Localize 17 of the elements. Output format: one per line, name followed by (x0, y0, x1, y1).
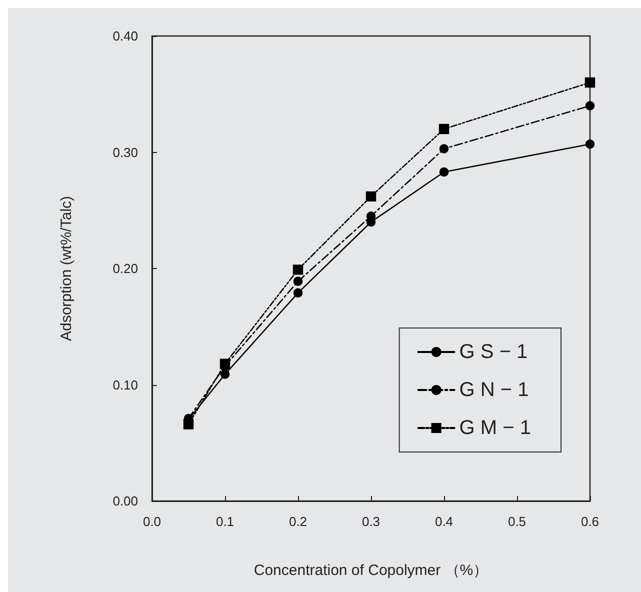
y-tick-label: 0.30 (112, 144, 138, 160)
x-tick-label: 0.0 (142, 514, 162, 529)
x-axis-title: Concentration of Copolymer （%） (254, 562, 488, 579)
y-tick-label: 0.40 (112, 28, 138, 44)
legend-label: G M − 1 (459, 417, 532, 439)
legend-label: G N − 1 (459, 379, 529, 401)
y-tick-label: 0.10 (112, 377, 138, 392)
x-tick-label: 0.3 (362, 514, 380, 529)
legend-label: G S − 1 (459, 341, 528, 363)
x-tick-label: 0.2 (288, 514, 308, 529)
y-tick-label: 0.20 (112, 261, 138, 276)
x-tick-label: 0.1 (216, 514, 234, 529)
x-tick-label: 0.4 (434, 514, 454, 529)
y-tick-label: 0.00 (112, 494, 138, 508)
x-tick-label: 0.6 (580, 514, 600, 529)
y-axis-title: Adsorption (wt%/Talc) (58, 196, 75, 342)
x-tick-label: 0.5 (508, 514, 526, 529)
